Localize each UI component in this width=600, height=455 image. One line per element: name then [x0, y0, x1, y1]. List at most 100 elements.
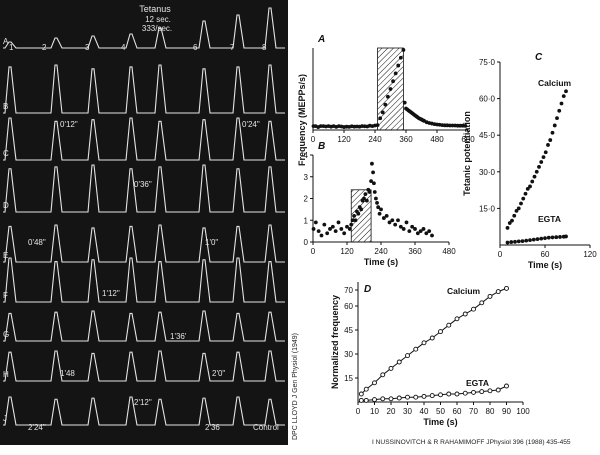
data-point: [396, 359, 402, 365]
data-point: [345, 224, 349, 229]
data-point: [421, 393, 427, 399]
data-point: [543, 150, 548, 155]
data-point: [396, 63, 401, 68]
top-number-1: 1: [9, 43, 14, 52]
data-point: [405, 353, 410, 359]
x-axis-label: Time (s): [423, 417, 457, 427]
series-label-calcium: Calcium: [447, 286, 481, 296]
data-point: [427, 229, 432, 234]
y-tick-label: 45·0: [479, 131, 496, 140]
data-point: [347, 227, 352, 231]
data-point: [487, 388, 493, 394]
data-point: [554, 235, 559, 240]
data-point: [463, 124, 468, 128]
data-point: [363, 386, 369, 392]
series-label-egta: EGTA: [538, 214, 561, 224]
data-point: [396, 395, 402, 401]
data-point: [539, 160, 544, 164]
data-point: [504, 383, 509, 389]
time-label-9: 2'0": [212, 369, 225, 378]
trace-row-7: [3, 310, 285, 342]
y-axis-label: Normalized frequency: [330, 295, 340, 389]
data-point: [372, 397, 377, 403]
data-point: [479, 389, 485, 395]
y-tick-label: 15·0: [479, 204, 496, 213]
x-tick-label: 100: [516, 407, 530, 416]
photo-title: Tetanus 12 sec. 333/sec.: [139, 4, 172, 33]
photo-background: [0, 0, 288, 445]
y-tick-label: 75·0: [479, 58, 496, 67]
data-point: [505, 226, 510, 230]
data-point: [415, 231, 420, 236]
x-tick-label: 120: [337, 135, 351, 144]
data-point: [495, 387, 501, 393]
data-point: [371, 170, 375, 175]
data-point: [410, 224, 415, 229]
row-letter-H: H: [3, 370, 9, 379]
data-point: [512, 213, 517, 218]
x-tick-label: 60: [453, 407, 462, 416]
trace-row-4: [3, 164, 285, 213]
data-point: [328, 227, 332, 231]
x-tick-label: 80: [486, 407, 495, 416]
photo-title-line-1: Tetanus: [139, 4, 171, 14]
x-tick-label: 480: [430, 135, 444, 144]
data-point: [438, 329, 443, 335]
data-point: [479, 300, 485, 306]
data-point: [313, 220, 318, 225]
time-label-7: 1'36': [170, 332, 187, 341]
data-point: [401, 48, 406, 52]
data-point: [388, 365, 394, 371]
data-point: [504, 285, 509, 291]
time-label-2: 0'24": [242, 120, 260, 129]
data-point: [342, 231, 347, 236]
data-point: [377, 211, 382, 216]
data-point: [534, 169, 539, 174]
data-point: [376, 205, 381, 210]
photo-title-line-3: 333/sec.: [142, 24, 172, 33]
data-point: [369, 179, 373, 184]
credit-nussinovitch: I NUSSINOVITCH & R RAHAMIMOFF JPhysiol 3…: [372, 439, 571, 446]
y-tick-label: 1: [304, 216, 309, 225]
time-label-5: 1'0": [205, 238, 218, 247]
series-1: [311, 48, 468, 129]
data-point: [401, 227, 406, 231]
data-point: [558, 235, 562, 239]
data-point: [407, 229, 412, 234]
x-tick-label: 360: [408, 247, 422, 256]
top-number-4: 4: [121, 43, 126, 52]
data-point: [543, 236, 547, 241]
x-tick-label: 240: [374, 247, 388, 256]
data-point: [535, 237, 540, 242]
x-tick-label: 360: [399, 135, 413, 144]
data-point: [311, 227, 316, 231]
data-point: [454, 316, 460, 322]
data-point: [528, 238, 532, 243]
y-tick-label: 30·0: [479, 168, 496, 177]
trace-row-2: [3, 64, 285, 114]
x-tick-label: 40: [420, 407, 429, 416]
oscilloscope-traces: [3, 7, 285, 426]
data-point: [550, 130, 555, 135]
data-point: [531, 237, 536, 242]
data-point: [525, 186, 530, 191]
data-point: [390, 218, 395, 223]
data-point: [362, 196, 366, 201]
series-1: [311, 161, 434, 238]
data-point: [523, 191, 528, 196]
data-point: [398, 55, 403, 60]
data-point: [374, 196, 378, 201]
chart-C: 0 60 120 15·0 30·0 45·0 60·0 75·0 C Time (s) Tetan…: [462, 52, 597, 270]
data-point: [393, 222, 398, 227]
data-point: [487, 293, 493, 299]
data-point: [521, 196, 526, 201]
data-point: [383, 102, 388, 107]
series-calcium: [505, 89, 568, 230]
shared-ylabel: Frequency (MEPPs/s): [297, 74, 307, 166]
panel-label-A: A: [317, 34, 325, 45]
data-point: [350, 218, 355, 223]
oscilloscope-photo: Tetanus 12 sec. 333/sec. A B C D E F G H J 2 3 4 6 7 8…: [0, 0, 288, 445]
data-point: [333, 229, 338, 234]
series-label-calcium: Calcium: [538, 78, 572, 88]
data-point: [386, 94, 390, 99]
